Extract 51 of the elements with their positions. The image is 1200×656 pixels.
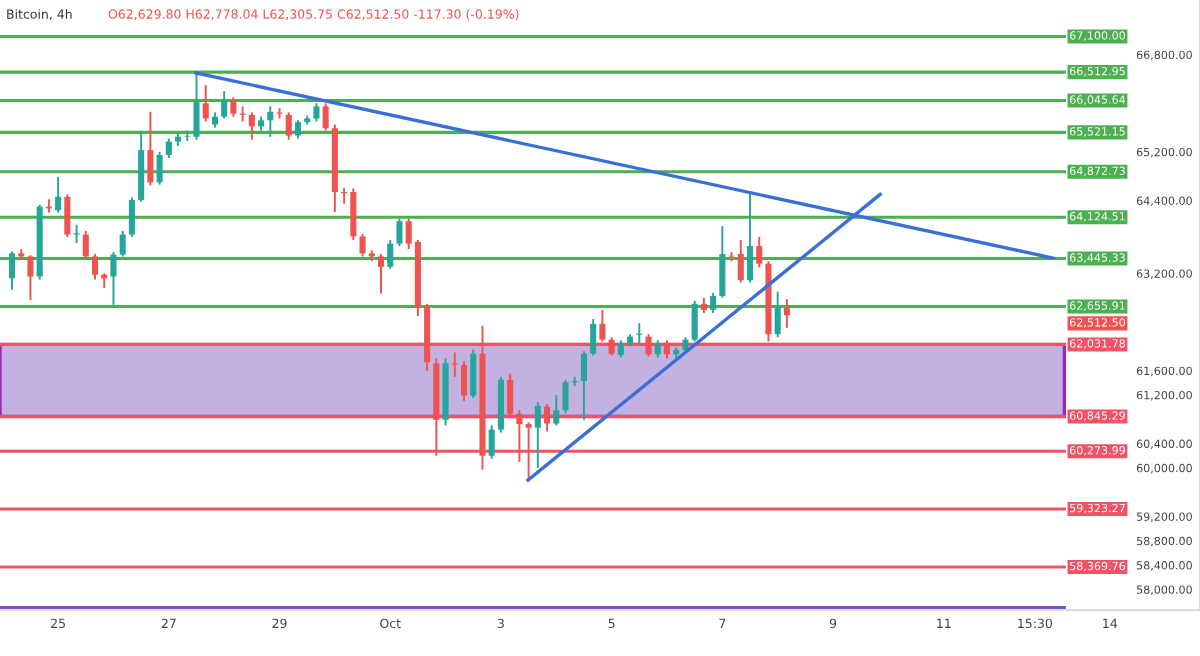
candlestick: [221, 90, 228, 120]
candlestick: [73, 223, 80, 245]
candlestick: [544, 403, 551, 433]
candlestick: [746, 192, 754, 284]
candlestick: [359, 232, 366, 258]
candlestick: [590, 318, 597, 357]
candlestick: [64, 193, 71, 238]
candlestick: [165, 137, 172, 159]
candlestick: [599, 308, 606, 343]
candlestick: [470, 348, 477, 399]
candlestick: [525, 421, 532, 482]
candlestick: [8, 250, 16, 291]
candlestick: [534, 401, 541, 469]
candlestick: [202, 84, 209, 123]
candlestick: [55, 175, 62, 214]
candlestick: [267, 105, 274, 138]
candlestick: [608, 336, 615, 357]
candlestick: [294, 119, 302, 140]
candlestick: [663, 339, 671, 360]
candlestick: [562, 378, 569, 415]
candlestick: [377, 253, 385, 295]
candlestick: [147, 110, 154, 187]
candlestick: [580, 350, 587, 421]
candlestick: [553, 394, 560, 427]
candlestick: [691, 299, 698, 343]
candlestick: [91, 253, 99, 281]
candlestick: [396, 217, 403, 248]
candlestick: [719, 225, 726, 299]
candlestick: [119, 229, 126, 258]
candlestick: [507, 372, 514, 418]
candlestick: [387, 239, 394, 270]
candlestick: [774, 290, 781, 339]
candlestick: [737, 239, 744, 284]
candlestick: [248, 111, 255, 141]
candlestick: [460, 360, 468, 403]
candlestick: [285, 111, 292, 141]
candlestick: [783, 298, 790, 329]
candlestick: [516, 409, 523, 463]
candlestick: [110, 251, 117, 307]
candlestick: [645, 333, 652, 358]
candlestick: [451, 351, 458, 378]
candlestick: [756, 236, 763, 269]
candlestick: [128, 196, 135, 238]
candlestick: [488, 424, 495, 460]
candlestick: [156, 150, 163, 186]
candlestick: [82, 229, 89, 260]
candlestick: [313, 102, 320, 123]
candlestick: [27, 254, 34, 302]
candlestick: [322, 102, 329, 132]
candlestick: [710, 291, 717, 314]
candlestick: [230, 96, 237, 118]
